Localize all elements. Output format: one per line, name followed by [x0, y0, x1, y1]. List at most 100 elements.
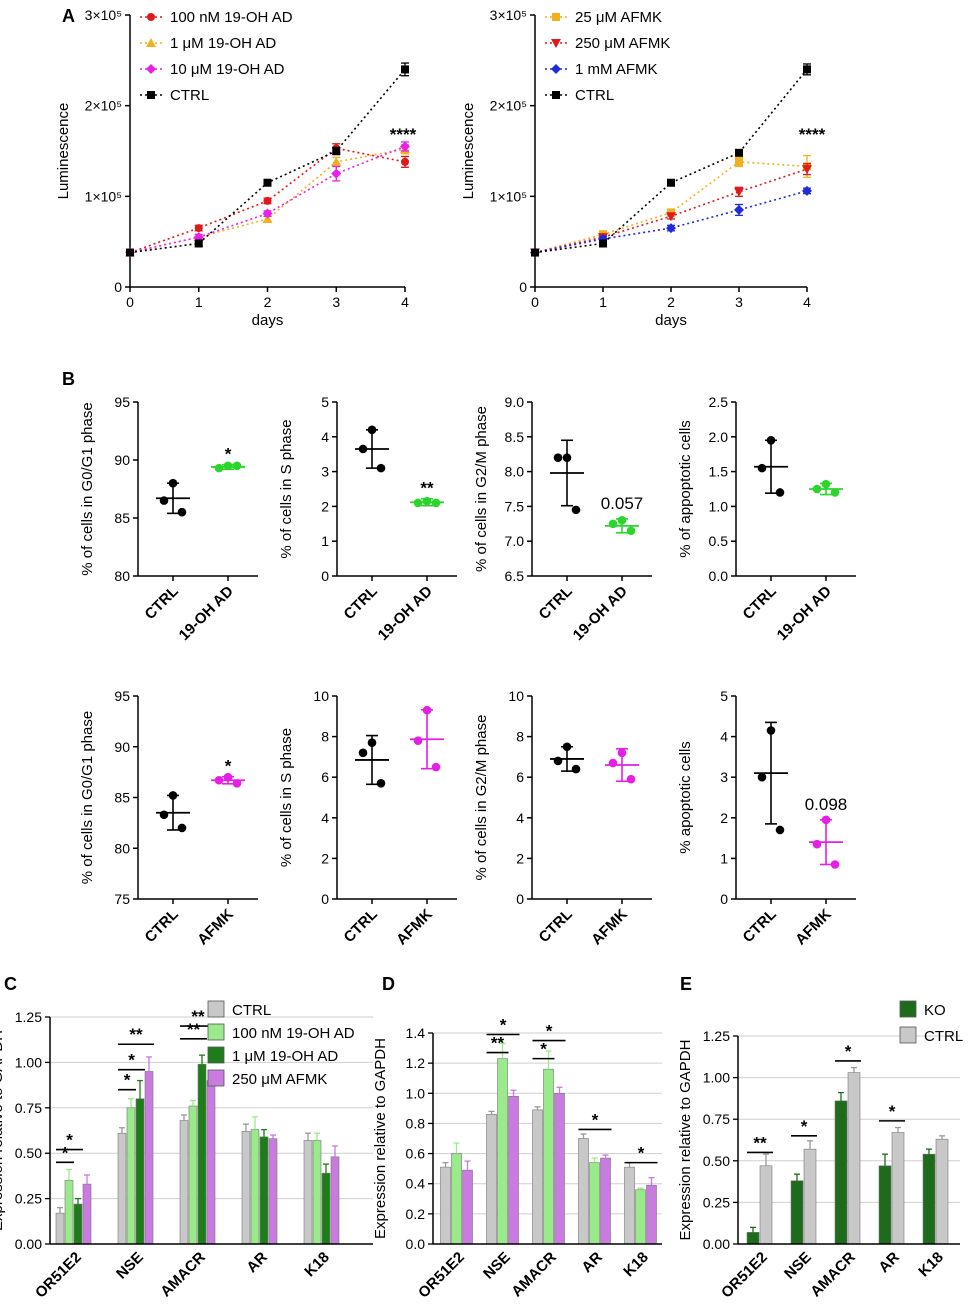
- y-tick-label: 3×10⁵: [85, 7, 122, 23]
- x-tick-label: CTRL: [142, 583, 182, 623]
- x-tick-label: AMACR: [157, 1249, 209, 1301]
- data-point: [413, 736, 423, 745]
- legend-marker: [552, 91, 560, 99]
- x-tick-label: CTRL: [341, 583, 381, 623]
- significance-label: **: [753, 1133, 767, 1152]
- data-point: [775, 488, 785, 497]
- significance-label: ****: [390, 125, 417, 144]
- x-tick-label: K18: [301, 1249, 332, 1280]
- data-point: [263, 196, 272, 205]
- y-tick-label: 1.0: [406, 1085, 426, 1101]
- y-tick-label: 4: [720, 729, 728, 745]
- significance-label: **: [420, 479, 434, 498]
- series-line: [534, 161, 808, 254]
- y-tick-label: 0.2: [406, 1206, 426, 1222]
- data-point: [757, 463, 767, 473]
- data-point: [358, 444, 368, 454]
- y-axis-title: % of cells in G2/M phase: [473, 406, 490, 572]
- y-tick-label: 90: [114, 452, 130, 468]
- bar: [312, 1140, 322, 1245]
- bar: [847, 1072, 861, 1245]
- y-tick-label: 0.8: [406, 1115, 426, 1131]
- y-tick-label: 3: [720, 769, 728, 785]
- bar: [206, 1080, 216, 1245]
- data-point: [159, 496, 169, 505]
- legend-marker: [551, 39, 561, 48]
- data-point: [367, 738, 377, 747]
- x-tick-label: CTRL: [341, 906, 381, 946]
- y-tick-label: 3×10⁵: [490, 7, 527, 23]
- data-point: [194, 239, 203, 248]
- panel-label-e: E: [680, 974, 692, 994]
- legend-swatch: [899, 1026, 917, 1044]
- bar: [532, 1109, 543, 1245]
- legend-swatch: [207, 1000, 225, 1018]
- series-line: [129, 145, 406, 254]
- data-point: [766, 435, 776, 445]
- legend-label: 250 μM AFMK: [232, 1071, 327, 1088]
- chart-e: 0.00 0.25 0.50 0.75 1.00 1.25 Expression relat…: [677, 1000, 963, 1302]
- x-tick-label: AR: [578, 1249, 605, 1276]
- x-tick-label: 4: [401, 294, 409, 310]
- x-tick-label: NSE: [480, 1249, 514, 1283]
- y-tick-label: 6: [516, 769, 524, 785]
- data-point: [367, 425, 377, 435]
- significance-label: *: [500, 1016, 507, 1035]
- series-line: [534, 190, 808, 254]
- significance-label: *: [62, 1143, 69, 1162]
- legend-marker: [552, 13, 560, 21]
- y-tick-label: 85: [114, 510, 130, 526]
- chart-b7: 0 2 4 6 8 10 % of cells in G2/M phase CTRL AFMK: [473, 688, 652, 948]
- legend-label: KO: [924, 1002, 946, 1019]
- data-point: [400, 141, 410, 152]
- y-tick-label: 0: [519, 279, 527, 295]
- y-tick-label: 1: [720, 850, 728, 866]
- y-axis-title: % of cells in G0/G1 phase: [79, 402, 96, 575]
- y-tick-label: 10: [508, 688, 524, 704]
- significance-label: **: [187, 1020, 201, 1039]
- bar: [135, 1098, 145, 1245]
- data-point: [802, 185, 812, 196]
- y-tick-label: 1.00: [15, 1054, 42, 1070]
- bar: [451, 1153, 462, 1245]
- y-axis-title: Luminescence: [55, 103, 72, 200]
- significance-label: ****: [799, 125, 826, 144]
- y-tick-label: 1: [321, 533, 329, 549]
- series-line: [534, 68, 808, 254]
- data-point: [431, 498, 441, 508]
- y-axis-title: Expression relative to GAPDH: [677, 1040, 694, 1241]
- y-tick-label: 0: [114, 279, 122, 295]
- significance-label: *: [225, 445, 232, 464]
- significance-label: *: [845, 1042, 852, 1061]
- data-point: [617, 748, 627, 758]
- data-point: [401, 157, 409, 166]
- legend-label: 25 μM AFMK: [575, 9, 662, 26]
- y-tick-label: 8: [516, 729, 524, 745]
- bar: [117, 1132, 127, 1245]
- data-point: [331, 168, 342, 179]
- y-tick-label: 1.5: [709, 464, 729, 480]
- legend-label: CTRL: [924, 1028, 963, 1045]
- y-axis-title: Luminescence: [460, 103, 477, 200]
- data-point: [812, 839, 822, 849]
- y-tick-label: 1.0: [709, 498, 729, 514]
- data-point: [553, 453, 563, 462]
- bar: [746, 1232, 760, 1245]
- significance-label: *: [124, 1071, 131, 1090]
- y-tick-label: 0: [321, 891, 329, 907]
- y-tick-label: 2: [321, 850, 329, 866]
- data-point: [803, 65, 811, 74]
- y-tick-label: 5: [720, 688, 728, 704]
- y-tick-label: 1.25: [703, 1028, 730, 1044]
- bar: [759, 1165, 773, 1245]
- data-point: [735, 157, 743, 166]
- significance-label: *: [66, 1131, 73, 1150]
- y-tick-label: 0.4: [406, 1176, 426, 1192]
- bar: [922, 1153, 936, 1245]
- x-tick-label: AR: [243, 1249, 270, 1276]
- chart-a2: 0 1×10⁵ 2×10⁵ 3×10⁵ 0 1 2 3 4 days Luminescence 25 …: [460, 7, 826, 329]
- y-tick-label: 80: [114, 568, 130, 584]
- bar: [790, 1180, 804, 1245]
